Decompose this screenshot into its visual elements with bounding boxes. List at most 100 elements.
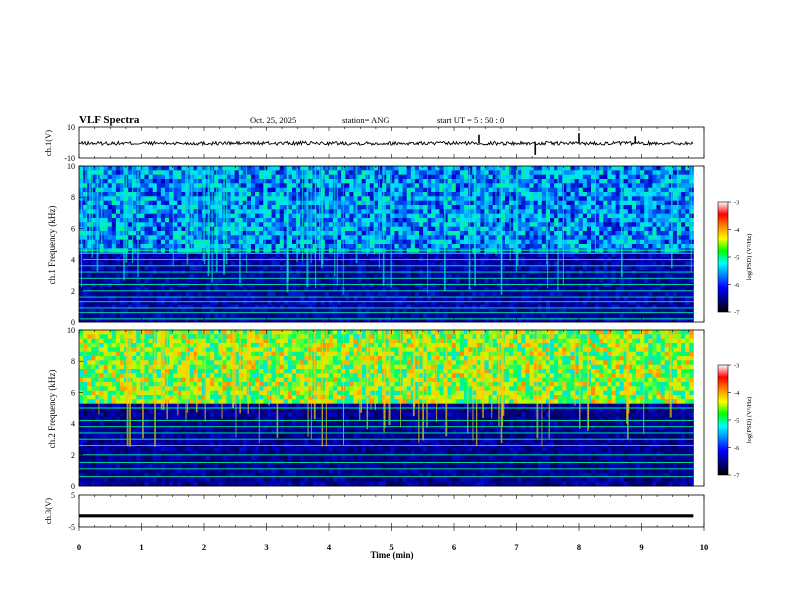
- ch2-spectrogram-burst: [258, 330, 260, 444]
- ch1-spectrogram-burst: [89, 166, 91, 250]
- ch1-spectrogram-burst: [80, 166, 83, 288]
- ch2-spectrogram-burst: [384, 330, 386, 429]
- colorbar-ch1-tick-label: -5: [734, 255, 739, 262]
- ch1-spectrogram-burst: [336, 166, 338, 286]
- date-label: Oct. 25, 2025: [250, 115, 296, 125]
- ch2-spectrogram-ytick-label: 10: [67, 326, 75, 335]
- colorbar-ch2-tick-label: -7: [734, 473, 740, 480]
- ch1-spectrogram-burst: [499, 166, 501, 254]
- ch1-spectrogram-burst: [85, 166, 87, 252]
- ch1-ylabel: ch.1(V): [43, 130, 53, 156]
- ch2-spectrogram-burst: [232, 330, 234, 409]
- ch2-spectrogram-burst: [125, 330, 128, 401]
- ch1-spectrogram-burst: [306, 166, 309, 287]
- ch2-spectrogram-burst: [185, 330, 187, 422]
- x-axis-label: Time (min): [370, 550, 413, 560]
- x-tick-label: 4: [327, 542, 332, 552]
- ch1-spectrogram-burst: [671, 166, 673, 269]
- ch2-spectrogram-burst: [160, 330, 163, 410]
- ch2-spectrogram-burst: [129, 330, 131, 447]
- ch1-spectrogram-burst: [296, 166, 298, 262]
- colorbar-ch1: log(PSD) (V²/Hz) -3 -4 -5 -6 -7: [717, 200, 753, 317]
- ch3-ytick-label: -5: [68, 523, 75, 532]
- ch2-spectrogram-burst: [343, 330, 344, 445]
- ch1-spectrogram-burst: [315, 166, 317, 288]
- ch2-spectrogram-burst: [467, 330, 469, 434]
- ch1-spectrogram-burst: [444, 166, 446, 291]
- ch2-spectrogram-burst: [321, 330, 323, 447]
- colorbar-ch2-tick-label: -6: [734, 445, 740, 452]
- ch2-spectrogram-burst: [587, 330, 589, 432]
- ch1-spectrogram-burst: [516, 166, 519, 266]
- ch2-spectrogram-burst: [276, 330, 279, 438]
- ch1-waveform-panel: 10 -10: [64, 123, 705, 163]
- ch2-spectrogram-burst: [177, 330, 179, 416]
- ch1-spectrogram-burst: [473, 166, 475, 256]
- ch2-spectrogram-burst: [422, 330, 424, 441]
- x-tick-label: 0: [77, 542, 81, 552]
- ch2-spectrogram-burst: [154, 330, 156, 447]
- ch2-spectrogram-burst: [476, 330, 478, 447]
- x-tick-label: 8: [577, 542, 581, 552]
- ch1-spectrogram-burst: [223, 166, 225, 275]
- ch2-spectrogram-burst: [196, 330, 198, 413]
- ch2-spectrogram-burst: [533, 330, 535, 402]
- ch2-spectrogram-ytick-label: 0: [71, 482, 75, 491]
- colorbar-ch2-gradient: [717, 364, 729, 476]
- ch2-spectrogram-burst: [643, 330, 645, 435]
- colorbar-ch1-tick-label: -4: [734, 227, 740, 234]
- ch1-spectrogram-burst: [185, 166, 187, 251]
- x-tick-label: 2: [202, 542, 206, 552]
- ch3-axes-frame: [78, 494, 705, 528]
- ch2-spectrogram-burst: [536, 330, 539, 439]
- ch1-spectrogram-burst: [186, 166, 189, 265]
- x-tick-label: 1: [139, 542, 143, 552]
- ch1-spectrogram-ytick-label: 8: [71, 193, 75, 202]
- ch1-spectrogram-burst: [690, 166, 692, 272]
- ch1-spectrogram-burst: [468, 166, 471, 290]
- ch2-spectrogram-burst: [166, 330, 168, 420]
- ch1-spectrogram-burst: [373, 166, 375, 255]
- ch1-spectrogram-burst: [202, 166, 204, 261]
- ch1-spectrogram-burst: [207, 166, 210, 277]
- ch1-spectrogram-burst: [319, 166, 321, 261]
- ch1-spectrogram-burst: [239, 166, 241, 284]
- ch3-ytick-label: 5: [71, 491, 75, 500]
- ch1-spectrogram-axes-frame: [78, 165, 705, 323]
- x-tick-label: 10: [700, 542, 709, 552]
- ch1-ytick-label: -10: [64, 154, 75, 163]
- colorbar-ch2: log(PSD) (V²/Hz) -3 -4 -5 -6 -7: [717, 363, 753, 480]
- ch2-spectrogram-burst: [541, 330, 543, 447]
- ch2-spectrogram-burst: [233, 330, 236, 405]
- ch2-spectrogram-burst: [359, 330, 361, 421]
- ch2-spectrogram-burst: [221, 330, 223, 419]
- ch1-spectrogram-burst: [100, 166, 103, 251]
- ch2-spectrogram-burst: [627, 330, 629, 440]
- ch2-spectrogram-burst: [268, 330, 270, 406]
- ch1-spectrogram-burst: [501, 166, 503, 263]
- colorbar-ch2-tick-label: -3: [734, 363, 739, 370]
- ch1-spectrogram-burst: [301, 166, 303, 262]
- ch2-spectrogram-burst: [239, 330, 241, 414]
- x-tick-label: 3: [264, 542, 268, 552]
- colorbar-ch1-gradient: [717, 201, 729, 313]
- ch1-spectrogram-burst: [196, 166, 198, 252]
- x-tick-label: 7: [514, 542, 519, 552]
- ch1-spectrogram-burst: [547, 166, 549, 289]
- ch1-spectrogram-burst: [132, 166, 134, 263]
- ch2-spectrogram-burst: [548, 330, 550, 439]
- ch1-spectrogram-ytick-label: 2: [71, 287, 75, 296]
- ch1-spectrogram-burst: [378, 166, 380, 268]
- ch1-spectrogram-burst: [413, 166, 415, 253]
- ch1-spectrogram-burst: [557, 166, 559, 291]
- ch2-spectrogram-burst: [628, 330, 630, 414]
- ch1-spectrogram-burst: [96, 166, 99, 272]
- ch1-axes-frame: [78, 126, 705, 159]
- ch1-spectrogram-panel: 0 2 4 6 8 10: [67, 162, 705, 327]
- ch2-spectrogram-burst: [247, 330, 249, 414]
- ch2-spectrogram-burst: [426, 330, 428, 429]
- ch2-spectrogram-burst: [204, 330, 206, 422]
- ch1-spectrogram-burst: [562, 166, 564, 286]
- ch3-waveform-panel: 5 -5 0 1 2 3 4 5 6 7 8 9 10: [68, 491, 708, 552]
- ch2-spectrogram-burst: [388, 330, 391, 426]
